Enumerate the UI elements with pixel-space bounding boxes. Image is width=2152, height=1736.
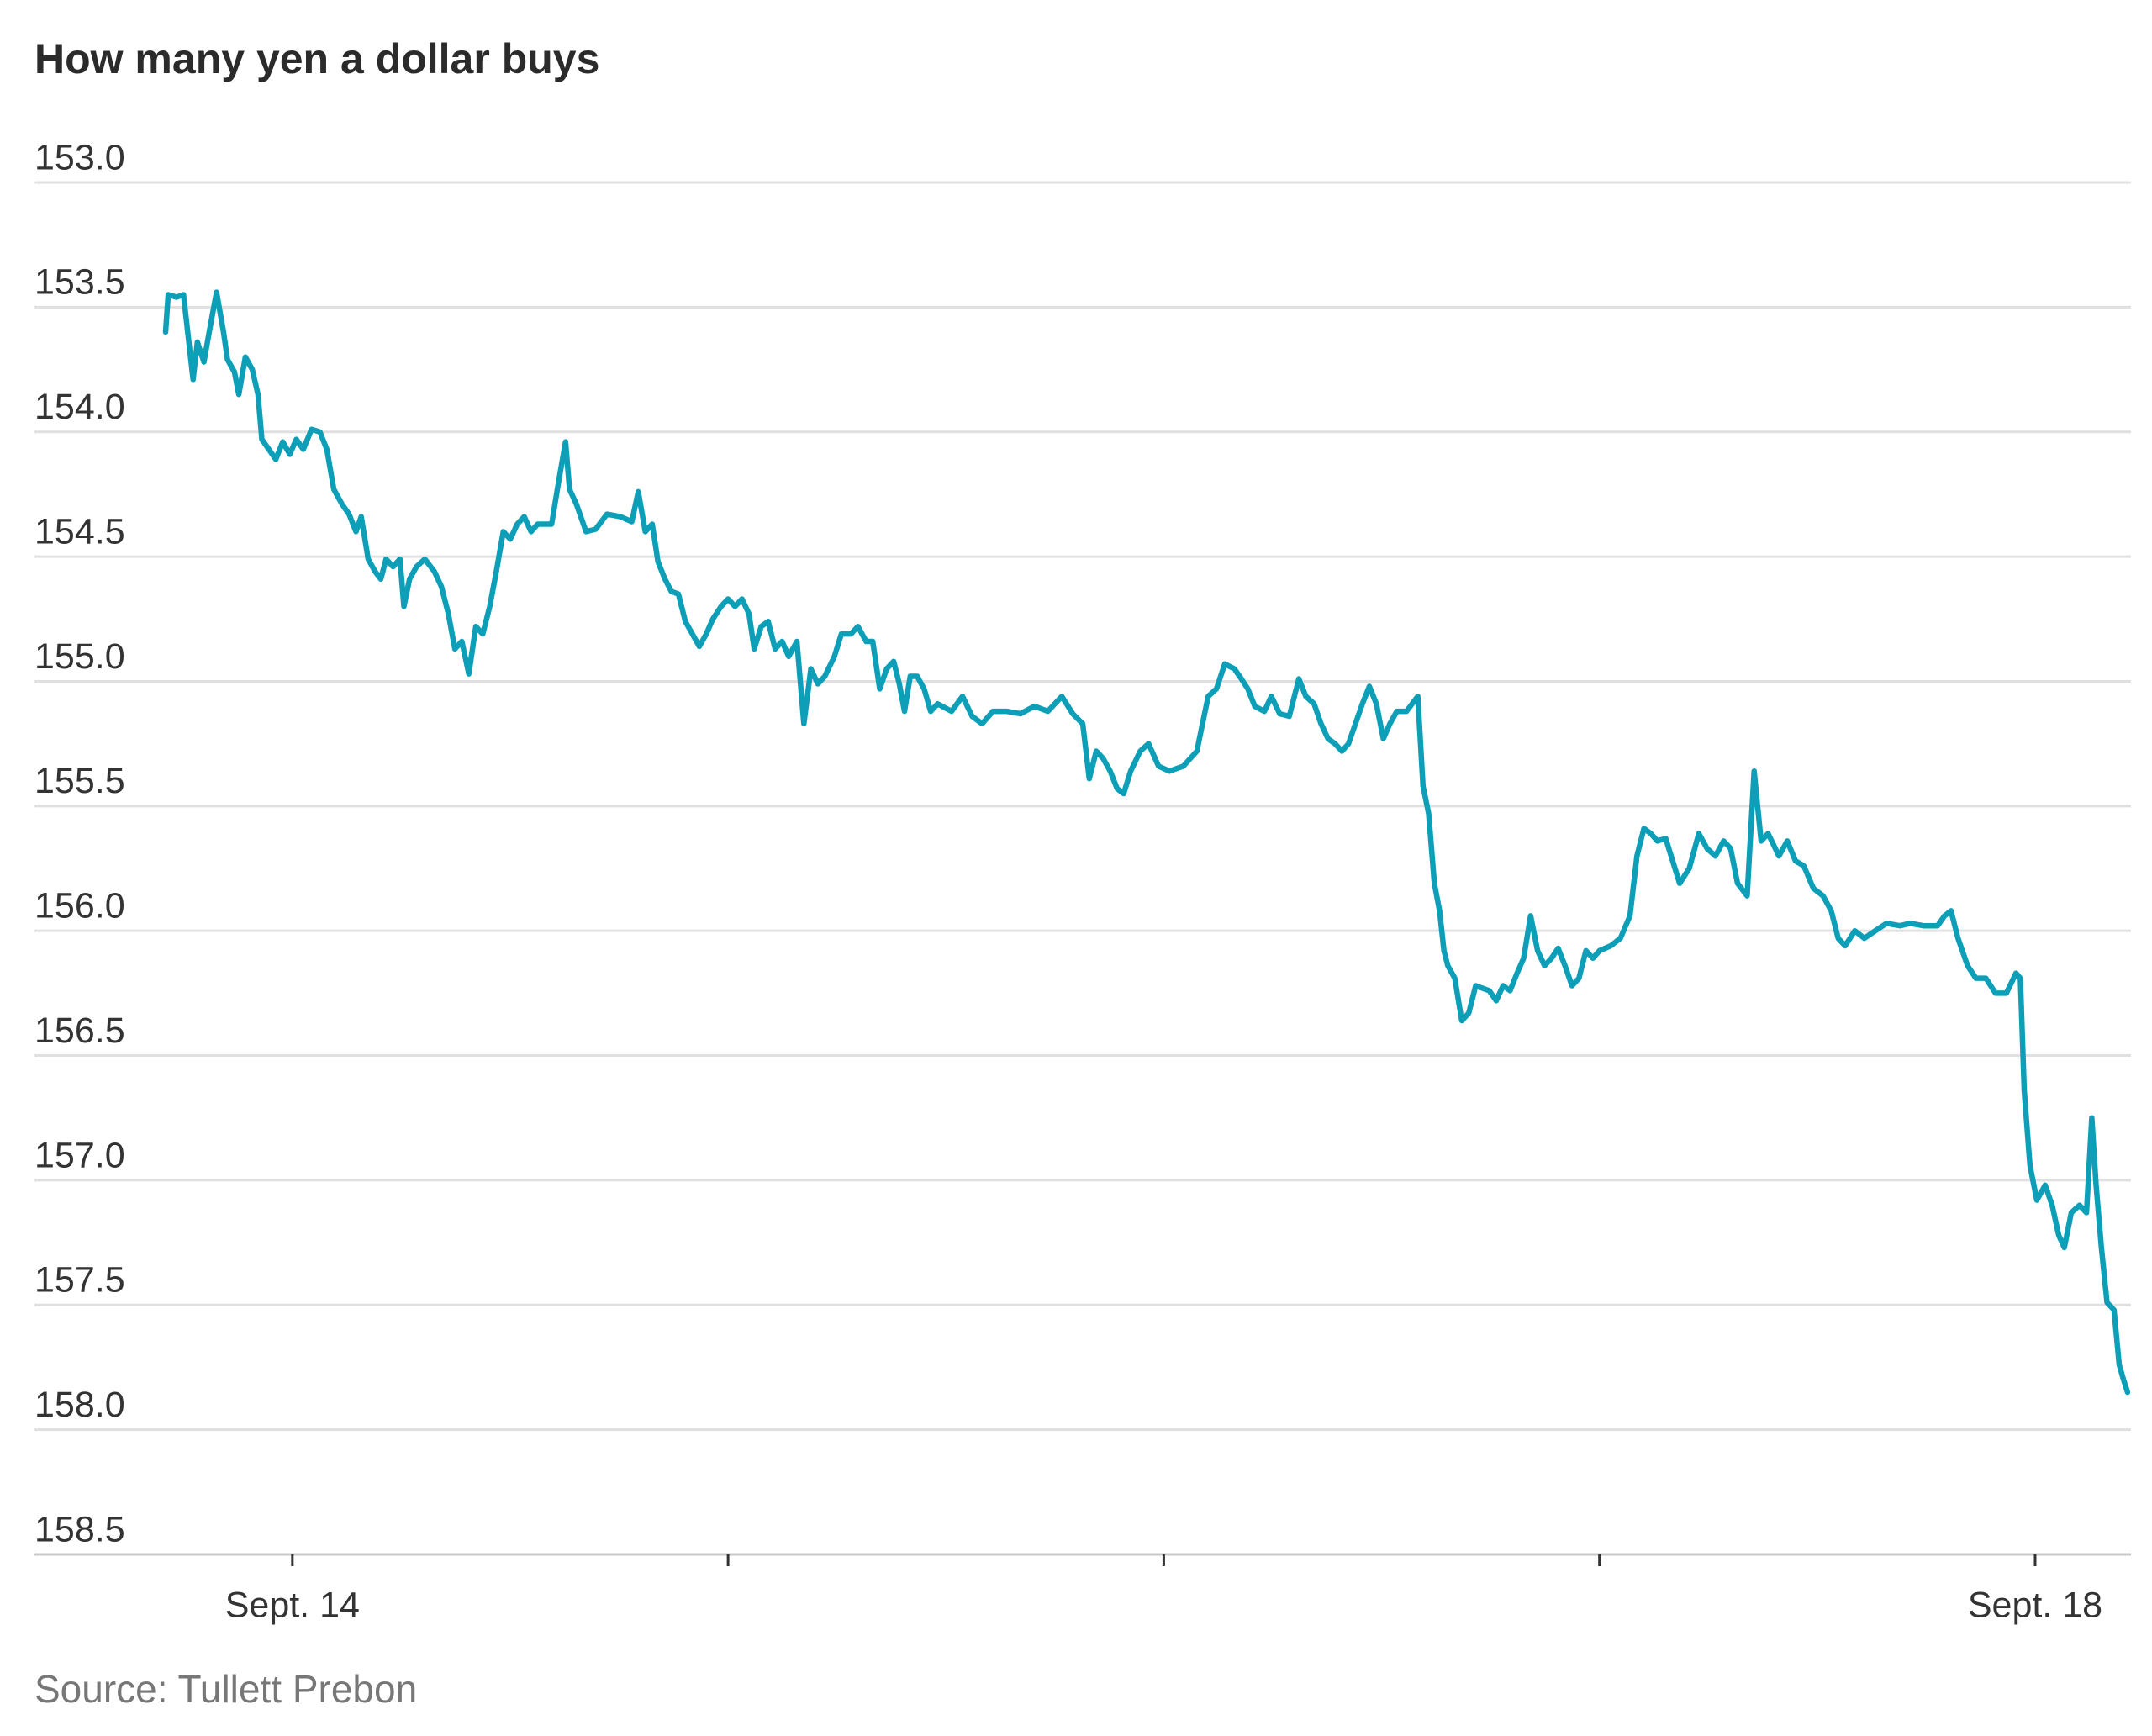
y-tick-label: 157.0 bbox=[34, 1135, 125, 1175]
y-tick-label: 157.5 bbox=[34, 1260, 125, 1301]
y-tick-label: 155.5 bbox=[34, 761, 125, 801]
x-tick-label: Sept. 14 bbox=[225, 1585, 360, 1625]
y-tick-label: 158.5 bbox=[34, 1509, 125, 1549]
chart-source: Source: Tullett Prebon bbox=[34, 1667, 417, 1711]
y-tick-label: 154.0 bbox=[34, 387, 125, 427]
y-tick-label: 153.5 bbox=[34, 262, 125, 303]
y-tick-label: 155.0 bbox=[34, 636, 125, 677]
y-tick-label: 158.0 bbox=[34, 1385, 125, 1425]
y-tick-label: 156.0 bbox=[34, 886, 125, 926]
y-tick-label: 154.5 bbox=[34, 511, 125, 551]
x-tick-label: Sept. 18 bbox=[1968, 1585, 2102, 1625]
chart-title: How many yen a dollar buys bbox=[34, 35, 599, 82]
price-line bbox=[162, 289, 2131, 1396]
y-tick-label: 156.5 bbox=[34, 1010, 125, 1051]
y-tick-label: 153.0 bbox=[34, 137, 125, 177]
